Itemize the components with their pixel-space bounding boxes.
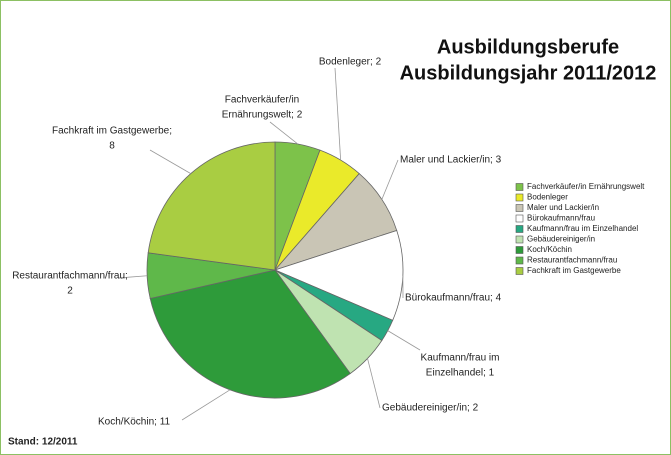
data-label: Einzelhandel; 1 bbox=[426, 368, 495, 379]
legend-swatch bbox=[515, 225, 524, 233]
data-label: Bodenleger; 2 bbox=[319, 57, 382, 68]
leader-line bbox=[381, 159, 399, 200]
leader-line bbox=[117, 275, 148, 279]
data-label: Restaurantfachmann/frau; bbox=[12, 271, 128, 282]
legend-label: Fachverkäufer/in Ernährungswelt bbox=[527, 182, 645, 191]
leader-line bbox=[181, 389, 231, 421]
legend-swatch bbox=[515, 235, 524, 244]
leader-line bbox=[387, 330, 421, 351]
legend-label: Fachkraft im Gastgewerbe bbox=[527, 266, 621, 275]
data-label: Maler und Lackier/in; 3 bbox=[400, 155, 502, 166]
data-label: 2 bbox=[67, 286, 73, 297]
leader-line bbox=[367, 358, 381, 409]
legend-swatch bbox=[515, 183, 524, 191]
data-label: Ernährungswelt; 2 bbox=[222, 110, 303, 121]
leader-line bbox=[269, 121, 299, 145]
legend-label: Maler und Lackier/in bbox=[527, 203, 599, 212]
chart-subtitle: Ausbildungsjahr 2011/2012 bbox=[400, 62, 657, 84]
legend-swatch bbox=[515, 204, 524, 212]
pie-slice bbox=[149, 269, 351, 399]
data-label: Kaufmann/frau im bbox=[421, 353, 500, 364]
footnote: Stand: 12/2011 bbox=[8, 437, 78, 448]
chart-title: Ausbildungsberufe bbox=[437, 36, 619, 58]
legend-swatch bbox=[515, 256, 524, 265]
legend-label: Gebäudereiniger/in bbox=[527, 235, 595, 244]
data-label: Gebäudereiniger/in; 2 bbox=[382, 403, 479, 414]
legend-label: Restaurantfachmann/frau bbox=[527, 256, 617, 265]
legend-label: Bürokaufmann/frau bbox=[527, 214, 595, 223]
legend-swatch bbox=[515, 193, 524, 202]
legend-label: Bodenleger bbox=[527, 193, 568, 202]
data-label: Fachverkäufer/in bbox=[225, 95, 299, 106]
pie-slice bbox=[273, 229, 404, 321]
data-label: Koch/Köchin; 11 bbox=[98, 417, 171, 428]
leader-line bbox=[334, 67, 342, 161]
legend-label: Koch/Köchin bbox=[527, 245, 572, 254]
legend-swatch bbox=[515, 246, 524, 254]
legend-label: Kaufmann/frau im Einzelhandel bbox=[527, 224, 638, 233]
data-label: 8 bbox=[109, 141, 115, 152]
data-label: Fachkraft im Gastgewerbe; bbox=[52, 126, 172, 137]
legend-swatch bbox=[515, 214, 524, 223]
leader-line bbox=[149, 149, 191, 174]
legend-swatch bbox=[515, 267, 524, 275]
data-label: Bürokaufmann/frau; 4 bbox=[405, 293, 502, 304]
